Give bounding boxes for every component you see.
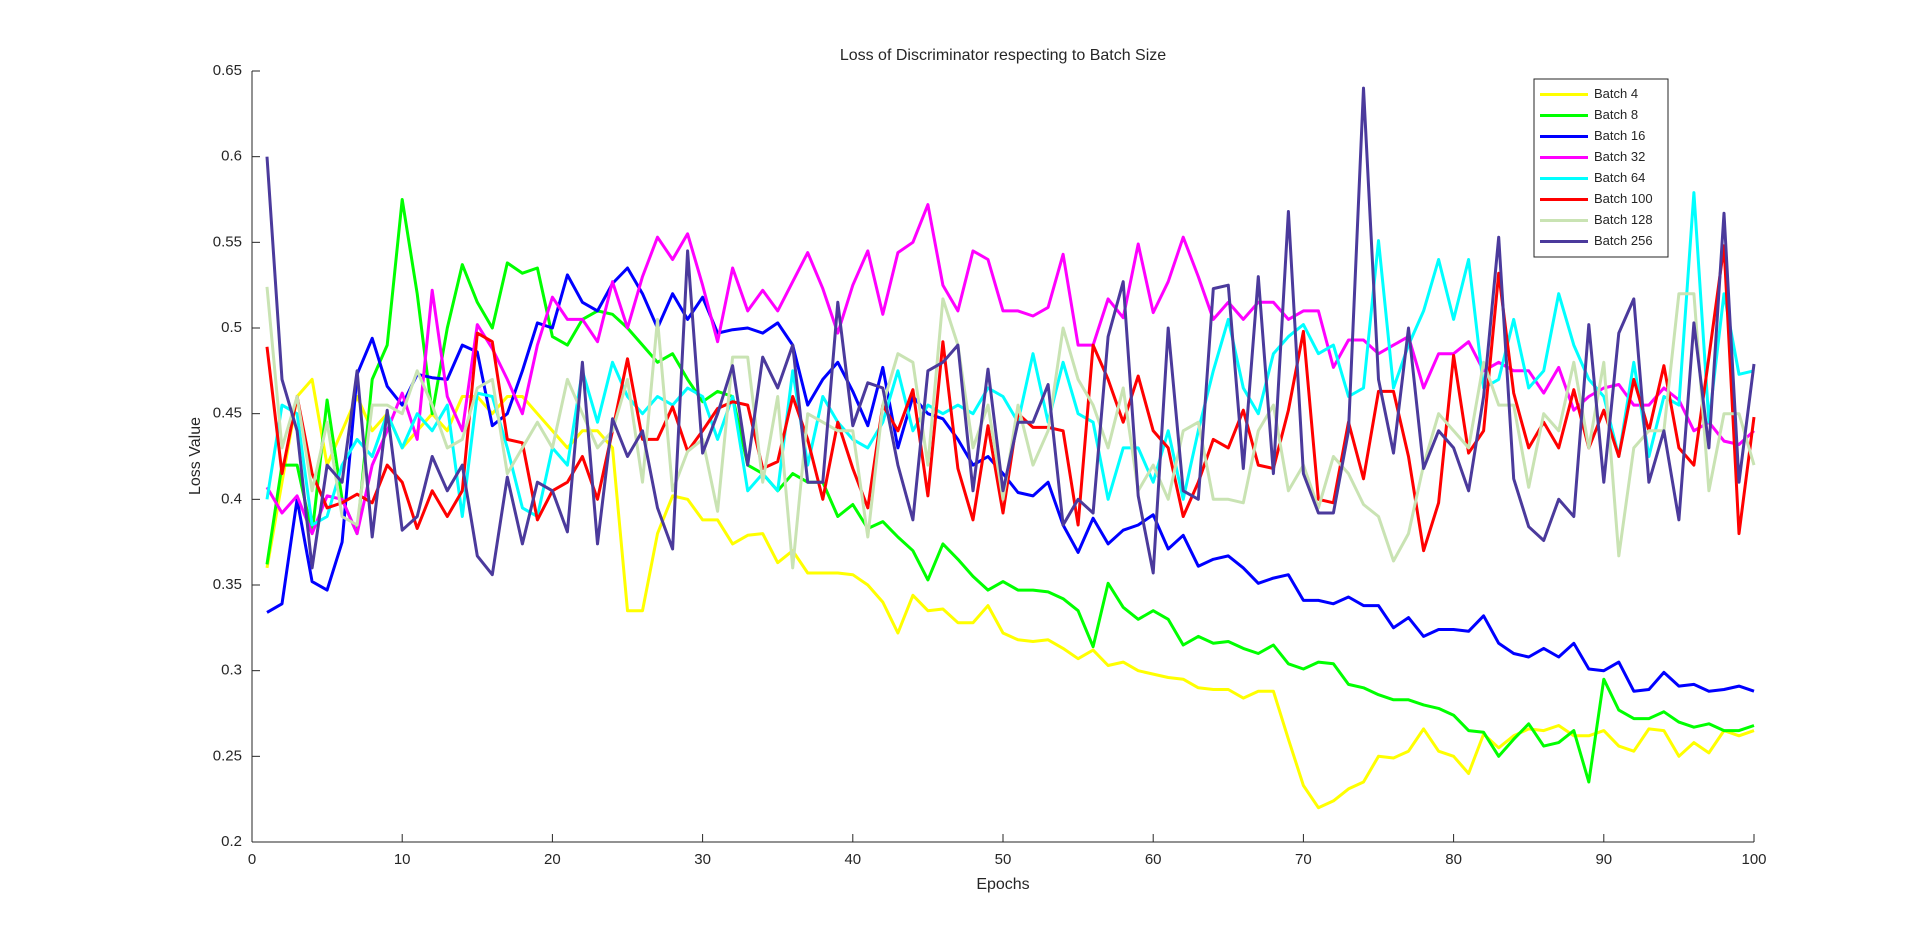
- x-axis-label: Epochs: [976, 876, 1029, 893]
- x-tick-label: 50: [995, 851, 1012, 868]
- y-tick-label: 0.55: [213, 233, 242, 250]
- y-tick-label: 0.25: [213, 747, 242, 764]
- x-tick-label: 80: [1445, 851, 1462, 868]
- y-tick-label: 0.2: [221, 833, 242, 850]
- legend-label: Batch 16: [1594, 128, 1645, 143]
- x-tick-label: 100: [1741, 851, 1766, 868]
- x-tick-label: 30: [694, 851, 711, 868]
- x-tick-label: 70: [1295, 851, 1312, 868]
- legend-label: Batch 128: [1594, 212, 1653, 227]
- y-tick-label: 0.6: [221, 148, 242, 165]
- legend-label: Batch 4: [1594, 86, 1638, 101]
- x-tick-label: 0: [248, 851, 256, 868]
- y-axis-label: Loss Value: [187, 417, 204, 495]
- legend-label: Batch 32: [1594, 149, 1645, 164]
- series-line: [266, 266, 1755, 693]
- x-tick-label: 90: [1595, 851, 1612, 868]
- x-tick-label: 20: [544, 851, 561, 868]
- y-tick-label: 0.5: [221, 319, 242, 336]
- chart-title: Loss of Discriminator respecting to Batc…: [840, 47, 1166, 64]
- y-tick-label: 0.35: [213, 576, 242, 593]
- y-tick-label: 0.45: [213, 405, 242, 422]
- legend-label: Batch 256: [1594, 233, 1653, 248]
- y-tick-label: 0.4: [221, 490, 242, 507]
- legend: Batch 4 Batch 8 Batch 16 Batch 32 Batch 64 Ba…: [1533, 78, 1669, 258]
- y-tick-label: 0.3: [221, 662, 242, 679]
- x-tick-label: 60: [1145, 851, 1162, 868]
- legend-box: [1533, 78, 1669, 258]
- series-line: [265, 86, 1756, 577]
- x-tick-label: 10: [394, 851, 411, 868]
- legend-label: Batch 8: [1594, 107, 1638, 122]
- y-tick-label: 0.65: [213, 62, 242, 79]
- series-line: [265, 198, 1755, 784]
- x-tick-label: 40: [844, 851, 861, 868]
- legend-label: Batch 64: [1594, 170, 1645, 185]
- legend-label: Batch 100: [1594, 191, 1653, 206]
